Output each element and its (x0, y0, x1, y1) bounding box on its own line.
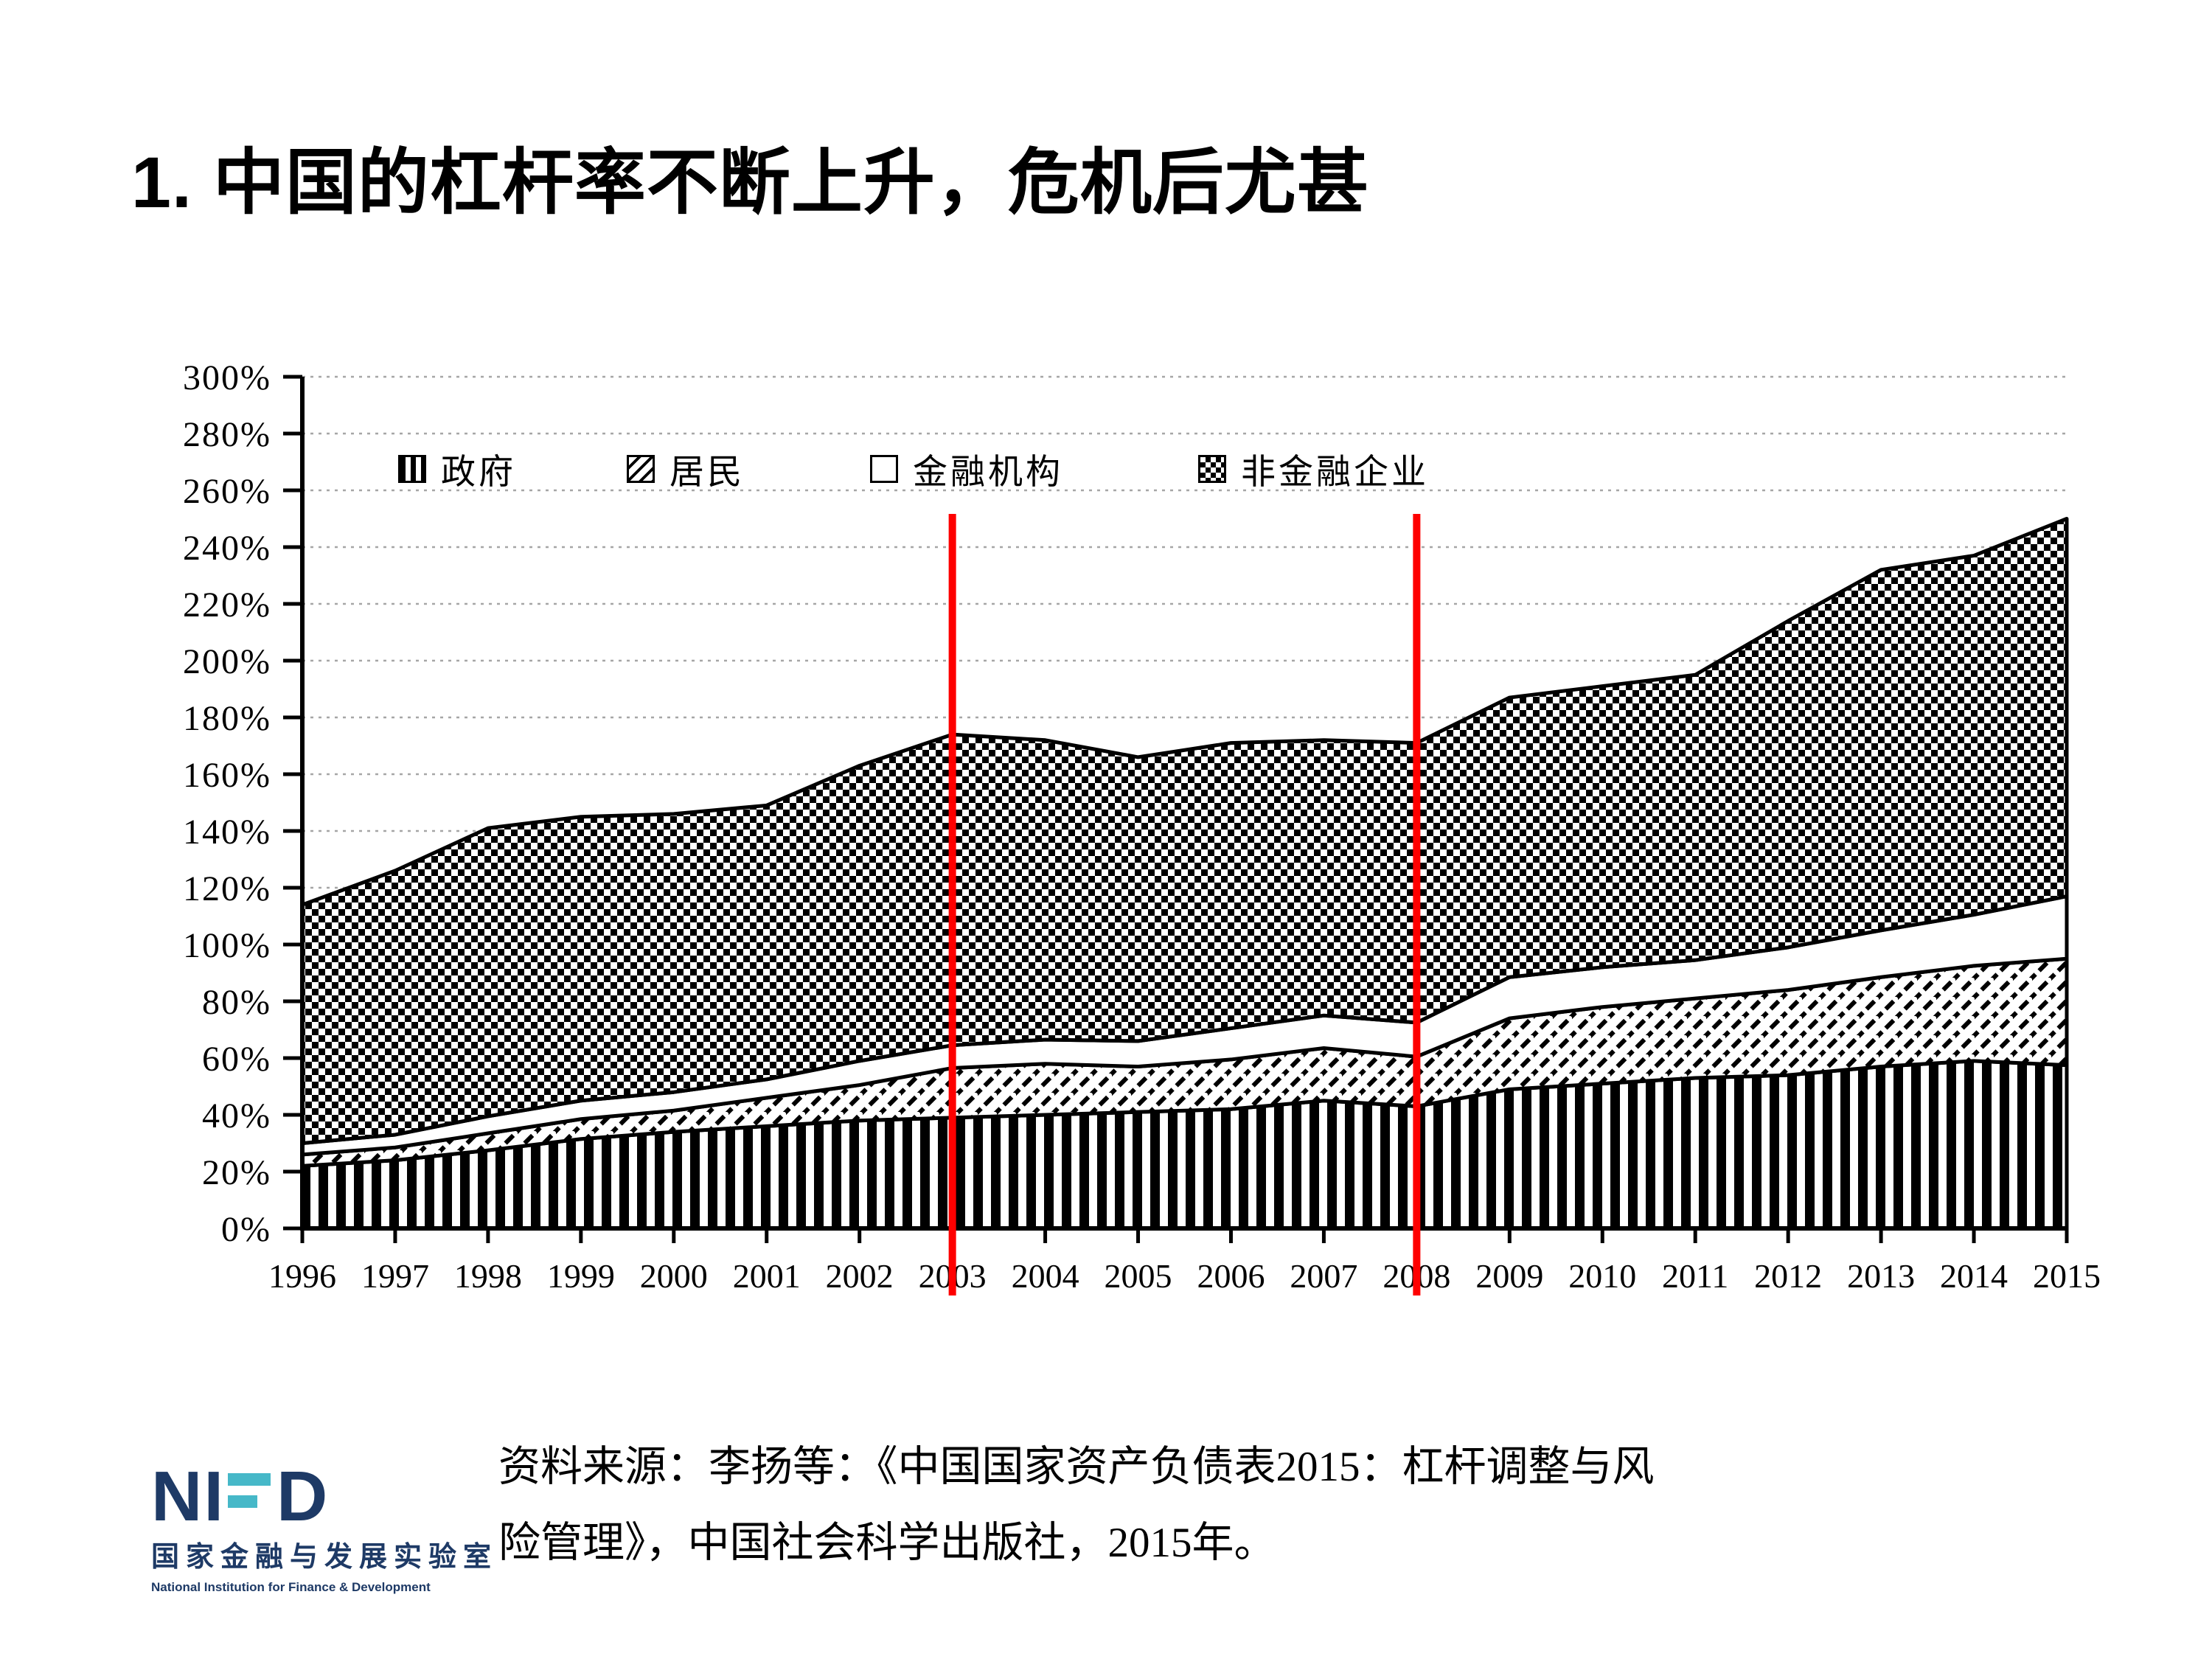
svg-text:0%: 0% (221, 1210, 271, 1249)
svg-text:2004: 2004 (1012, 1257, 1079, 1295)
svg-text:1999: 1999 (547, 1257, 615, 1295)
logo-letter-n: N (151, 1457, 204, 1536)
svg-text:220%: 220% (183, 585, 271, 625)
logo-letter-d: D (276, 1457, 330, 1536)
vline-2008 (1413, 514, 1421, 1295)
legend-label-fin: 金融机构 (913, 453, 1063, 492)
svg-text:120%: 120% (183, 869, 271, 908)
svg-text:200%: 200% (183, 642, 271, 681)
logo-f-glyph (228, 1472, 274, 1525)
svg-text:180%: 180% (183, 699, 271, 738)
svg-text:100%: 100% (183, 926, 271, 965)
svg-text:1996: 1996 (268, 1257, 336, 1295)
svg-text:2010: 2010 (1568, 1257, 1636, 1295)
svg-text:300%: 300% (183, 358, 271, 397)
source-line-2: 险管理》，中国社会科学出版社，2015年。 (498, 1520, 1276, 1566)
slide-title: 1. 中国的杠杆率不断上升，危机后尤甚 (131, 142, 1369, 223)
logo-letter-i: I (204, 1457, 225, 1536)
svg-text:1998: 1998 (454, 1257, 522, 1295)
legend-label-res: 居民 (669, 453, 745, 492)
svg-text:160%: 160% (183, 756, 271, 795)
svg-text:2000: 2000 (640, 1257, 708, 1295)
legend-swatch-fin (870, 454, 898, 483)
svg-text:140%: 140% (183, 813, 271, 852)
legend-item-res: 居民 (627, 443, 745, 494)
svg-text:2002: 2002 (826, 1257, 894, 1295)
svg-text:80%: 80% (202, 983, 271, 1022)
svg-text:60%: 60% (202, 1040, 271, 1079)
axes (283, 375, 2069, 1243)
legend-label-nfc: 非金融企业 (1241, 453, 1429, 492)
crisis-marker-lines (948, 514, 1421, 1295)
svg-text:280%: 280% (183, 415, 271, 454)
y-axis-labels: 0% 20% 40% 60% 80% 100% 120% 140% 160% 180% 200% 22… (183, 358, 271, 1249)
svg-text:2005: 2005 (1105, 1257, 1172, 1295)
x-axis-labels: 1996199719981999200020012002200320042005… (268, 1257, 2101, 1295)
logo-f-mid-bar (228, 1495, 257, 1508)
source-note: 资料来源：李扬等：《中国国家资产负债表2015：杠杆调整与风 险管理》，中国社会… (498, 1429, 1826, 1581)
legend-swatch-nfc (1198, 454, 1226, 483)
svg-text:2007: 2007 (1290, 1257, 1357, 1295)
legend-swatch-gov (398, 454, 426, 483)
svg-text:240%: 240% (183, 529, 271, 568)
svg-text:2014: 2014 (1940, 1257, 2008, 1295)
logo-f-top-bar (228, 1473, 271, 1486)
svg-text:2001: 2001 (733, 1257, 801, 1295)
legend-item-nfc: 非金融企业 (1198, 443, 1429, 494)
svg-text:40%: 40% (202, 1096, 271, 1135)
svg-text:2009: 2009 (1475, 1257, 1543, 1295)
legend-swatch-res (627, 454, 655, 483)
source-line-1: 资料来源：李扬等：《中国国家资产负债表2015：杠杆调整与风 (498, 1444, 1655, 1490)
legend-item-gov: 政府 (398, 443, 516, 494)
svg-text:1997: 1997 (361, 1257, 429, 1295)
legend-label-gov: 政府 (441, 453, 516, 492)
area-nfc (300, 517, 2069, 1145)
svg-text:2015: 2015 (2033, 1257, 2101, 1295)
svg-text:260%: 260% (183, 472, 271, 511)
nifd-name-cn: 国家金融与发展实验室 (151, 1542, 498, 1573)
svg-text:2011: 2011 (1662, 1257, 1728, 1295)
vline-2003 (948, 514, 956, 1295)
legend-item-fin: 金融机构 (870, 443, 1063, 494)
svg-text:2013: 2013 (1847, 1257, 1915, 1295)
svg-text:20%: 20% (202, 1153, 271, 1192)
svg-text:2012: 2012 (1754, 1257, 1822, 1295)
svg-text:2006: 2006 (1197, 1257, 1265, 1295)
nifd-name-en: National Institution for Finance & Devel… (151, 1580, 431, 1594)
